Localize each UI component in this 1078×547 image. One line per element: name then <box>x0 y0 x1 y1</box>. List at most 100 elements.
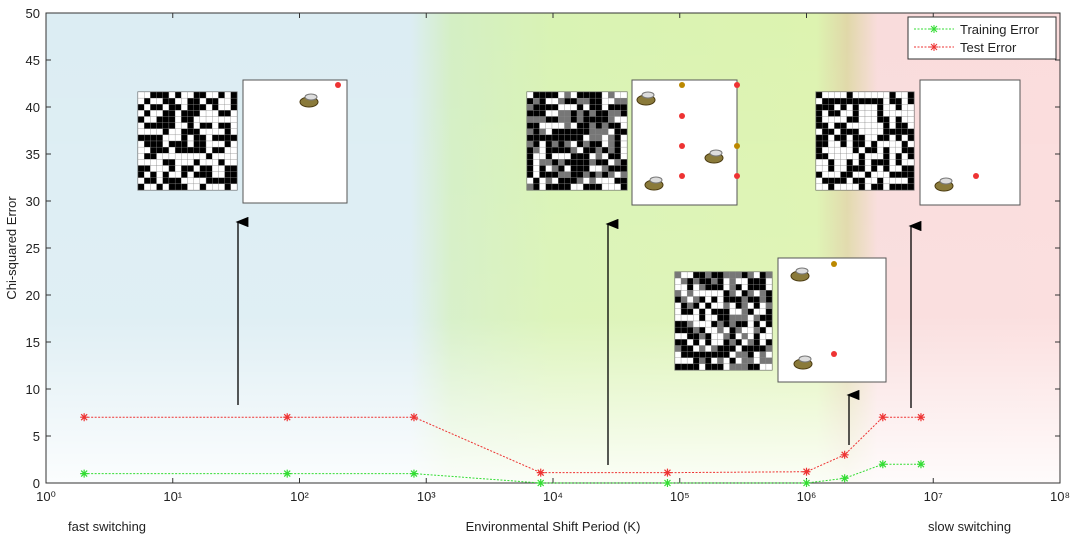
matrix-cell <box>753 339 761 346</box>
legend-label: Training Error <box>960 22 1040 37</box>
matrix-cell <box>174 165 182 172</box>
matrix-cell <box>187 165 194 172</box>
matrix-cell <box>901 140 909 148</box>
matrix-cell <box>144 104 151 111</box>
matrix-cell <box>907 122 915 129</box>
matrix-cell <box>741 339 748 346</box>
inset-panel <box>242 79 348 204</box>
matrix-cell <box>551 110 559 117</box>
matrix-cell <box>815 171 823 178</box>
matrix-cell <box>564 116 571 123</box>
matrix-cell <box>729 308 736 316</box>
matrix-cell <box>576 104 584 111</box>
matrix-cell <box>753 308 761 316</box>
matrix-cell <box>608 165 615 172</box>
matrix-cell <box>870 159 878 166</box>
matrix-cell <box>815 116 823 123</box>
matrix-cell <box>852 159 860 166</box>
matrix-cell <box>699 351 706 358</box>
matrix-cell <box>815 128 823 136</box>
matrix-cell <box>174 159 182 166</box>
matrix-cell <box>680 284 688 291</box>
matrix-cell <box>601 159 609 166</box>
matrix-cell <box>895 116 902 123</box>
matrix-cell <box>539 159 546 166</box>
matrix-cell <box>218 159 225 166</box>
matrix-cell <box>608 183 615 191</box>
matrix-cell <box>723 308 730 316</box>
matrix-cell <box>821 116 829 123</box>
matrix-cell <box>181 177 188 185</box>
legend-marker <box>930 43 938 51</box>
matrix-cell <box>840 159 847 166</box>
matrix-cell <box>533 97 540 105</box>
matrix-cell <box>205 134 213 142</box>
matrix-cell <box>601 171 609 178</box>
matrix-cell <box>693 290 700 297</box>
matrix-cell <box>753 351 761 358</box>
matrix-cell <box>674 363 682 371</box>
matrix-cell <box>614 171 621 178</box>
matrix-cell <box>224 134 231 142</box>
matrix-cell <box>883 104 890 111</box>
matrix-cell <box>614 91 621 99</box>
matrix-cell <box>526 183 534 191</box>
matrix-cell <box>533 146 540 154</box>
matrix-cell <box>864 116 872 123</box>
matrix-cell <box>895 104 902 111</box>
matrix-cell <box>747 326 754 334</box>
matrix-cell <box>858 116 866 123</box>
matrix-cell <box>907 165 915 172</box>
matrix-cell <box>864 110 872 117</box>
matrix-cell <box>877 153 884 160</box>
matrix-cell <box>889 177 896 185</box>
y-tick-label: 10 <box>26 382 40 397</box>
matrix-cell <box>150 140 157 148</box>
matrix-cell <box>168 134 176 142</box>
insect-wing <box>795 267 809 275</box>
matrix-cell <box>852 146 860 154</box>
marker <box>840 450 849 459</box>
matrix-cell <box>533 134 540 142</box>
matrix-cell <box>858 104 866 111</box>
matrix-cell <box>821 122 829 129</box>
matrix-cell <box>821 159 829 166</box>
matrix-cell <box>747 357 754 365</box>
matrix-cell <box>821 104 829 111</box>
matrix-cell <box>533 165 540 172</box>
matrix-cell <box>858 122 866 129</box>
matrix-cell <box>570 183 578 191</box>
matrix-cell <box>539 110 546 117</box>
matrix-cell <box>218 134 225 142</box>
matrix-cell <box>205 140 213 148</box>
matrix-cell <box>741 271 748 279</box>
matrix-cell <box>218 104 225 111</box>
matrix-cell <box>545 97 553 105</box>
matrix-cell <box>570 171 578 178</box>
matrix-cell <box>846 110 853 117</box>
matrix-cell <box>199 146 207 154</box>
matrix-cell <box>901 110 909 117</box>
matrix-cell <box>699 302 706 309</box>
matrix-cell <box>699 339 706 346</box>
matrix-cell <box>589 153 596 160</box>
matrix-cell <box>864 165 872 172</box>
matrix-cell <box>181 153 188 160</box>
matrix-cell <box>558 110 565 117</box>
matrix-cell <box>218 153 225 160</box>
y-tick-label: 20 <box>26 288 40 303</box>
matrix-cell <box>218 183 225 191</box>
matrix-cell <box>230 153 238 160</box>
matrix-cell <box>852 183 860 191</box>
matrix-cell <box>144 91 151 99</box>
matrix-cell <box>834 91 841 99</box>
matrix-cell <box>533 116 540 123</box>
matrix-cell <box>539 146 546 154</box>
matrix-cell <box>551 104 559 111</box>
matrix-cell <box>156 165 163 172</box>
matrix-cell <box>601 91 609 99</box>
matrix-cell <box>705 363 712 371</box>
matrix-cell <box>545 146 553 154</box>
matrix-cell <box>840 128 847 136</box>
matrix-cell <box>608 128 615 136</box>
